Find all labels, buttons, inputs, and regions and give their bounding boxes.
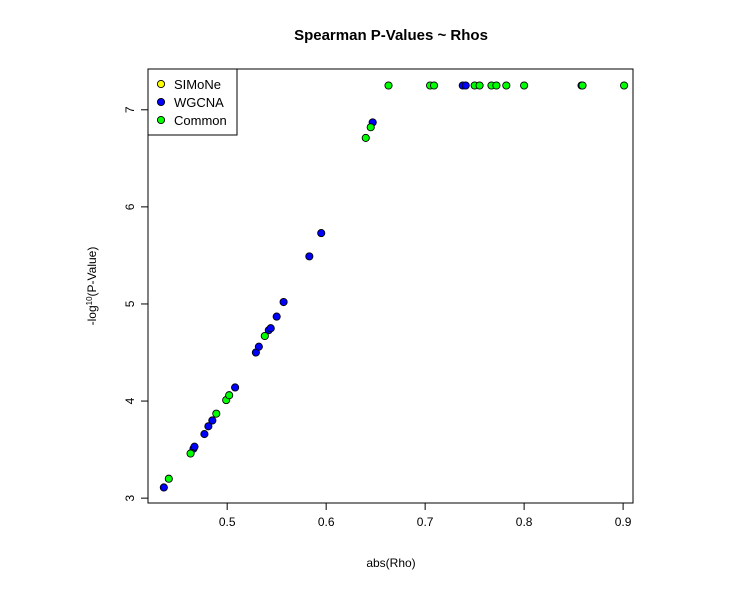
data-point-wgcna [279, 297, 288, 307]
data-point-wgcna [204, 422, 213, 431]
data-point-common [492, 81, 501, 90]
legend-marker-simone [156, 79, 166, 89]
data-point-common [578, 81, 587, 90]
x-tick-label: 0.8 [516, 515, 533, 529]
data-point-common [475, 81, 484, 90]
data-points [159, 81, 629, 492]
x-tick-label: 0.9 [615, 515, 632, 529]
data-point-common [186, 449, 195, 458]
data-point-wgcna [200, 430, 209, 439]
legend-label-simone: SIMoNe [174, 77, 221, 92]
data-point-common [366, 123, 375, 132]
data-point-wgcna [305, 252, 314, 261]
y-tick-label: 6 [123, 203, 137, 210]
y-tick-label: 4 [123, 397, 137, 404]
y-tick-label: 7 [123, 106, 137, 113]
legend-label-wgcna: WGCNA [174, 95, 224, 110]
data-point-wgcna [317, 229, 326, 238]
data-point-wgcna [254, 342, 263, 351]
legend: SIMoNe WGCNA Common [147, 68, 238, 136]
x-tick-label: 0.7 [417, 515, 434, 529]
legend-marker-common [156, 115, 166, 125]
x-axis: 0.5 0.6 0.7 0.8 0.9 [219, 503, 632, 529]
y-axis: 3 4 5 6 7 [123, 106, 148, 501]
data-point-wgcna [266, 324, 275, 333]
chart-title: Spearman P-Values ~ Rhos [294, 27, 488, 44]
x-tick-label: 0.5 [219, 515, 236, 529]
data-point-common [212, 409, 221, 418]
data-point-common [361, 133, 370, 142]
legend-marker-wgcna [156, 97, 166, 107]
data-point-wgcna [208, 416, 217, 425]
x-tick-label: 0.6 [318, 515, 335, 529]
data-point-common [260, 331, 269, 341]
y-tick-label: 5 [123, 300, 137, 307]
y-tick-label: 3 [123, 494, 137, 501]
data-point-common [225, 391, 234, 400]
data-point-common [384, 81, 393, 90]
legend-label-common: Common [174, 113, 227, 128]
x-axis-label: abs(Rho) [366, 556, 415, 570]
data-point-common [502, 81, 511, 90]
data-point-common [430, 81, 439, 90]
data-point-wgcna [231, 383, 240, 392]
data-point-wgcna [272, 312, 281, 321]
plot-frame [147, 68, 634, 504]
data-point-common [520, 81, 529, 90]
data-point-common [620, 81, 629, 90]
data-point-wgcna [159, 483, 168, 492]
y-axis-label: -log10(P-Value) [85, 247, 99, 326]
data-point-wgcna [461, 81, 470, 90]
data-point-common [164, 474, 173, 483]
data-point-wgcna [190, 442, 199, 451]
